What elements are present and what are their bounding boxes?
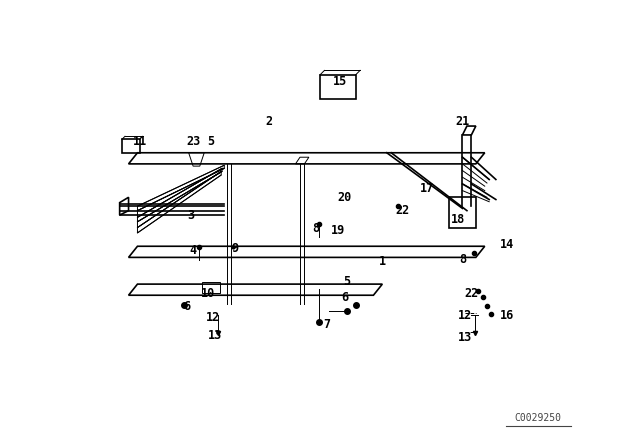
Text: 22: 22 [396, 204, 410, 217]
Text: 11: 11 [132, 135, 147, 148]
Text: 23: 23 [186, 135, 200, 148]
Text: C0029250: C0029250 [514, 414, 561, 423]
Text: 1: 1 [379, 255, 386, 268]
Text: 7: 7 [323, 318, 330, 331]
Text: 6: 6 [341, 291, 348, 304]
Text: 19: 19 [331, 224, 345, 237]
Text: 6: 6 [183, 300, 190, 313]
Text: 3: 3 [188, 209, 195, 222]
Text: 17: 17 [420, 182, 434, 195]
Text: 8: 8 [459, 253, 466, 266]
Text: 15: 15 [333, 75, 347, 88]
Text: 9: 9 [232, 242, 239, 255]
Text: 21: 21 [455, 115, 470, 128]
Text: 8: 8 [312, 222, 319, 235]
Text: 12: 12 [458, 309, 472, 322]
Text: 10: 10 [201, 287, 215, 300]
Bar [320, 75, 356, 99]
Bar [202, 282, 220, 293]
Text: 13: 13 [208, 329, 223, 342]
Text: 14: 14 [500, 237, 514, 250]
Text: 18: 18 [451, 213, 465, 226]
Text: 4: 4 [189, 244, 196, 257]
Text: 12: 12 [206, 311, 220, 324]
Text: 2: 2 [265, 115, 273, 128]
Bar [449, 197, 476, 228]
Bar [122, 139, 140, 153]
Text: 13: 13 [458, 331, 472, 344]
Text: 16: 16 [500, 309, 514, 322]
Text: 5: 5 [207, 135, 214, 148]
Text: 22: 22 [464, 287, 479, 300]
Text: 20: 20 [337, 191, 351, 204]
Text: 5: 5 [343, 276, 350, 289]
